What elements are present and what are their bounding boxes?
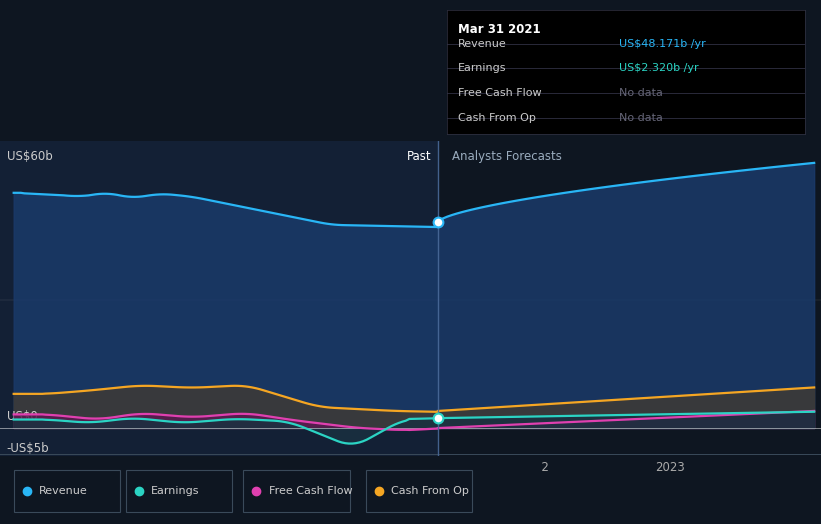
Text: Free Cash Flow: Free Cash Flow [268,486,352,496]
Text: Revenue: Revenue [39,486,88,496]
Text: Mar 31 2021: Mar 31 2021 [458,23,541,36]
Text: Past: Past [406,150,431,163]
Text: No data: No data [619,113,663,123]
Text: -US$5b: -US$5b [7,442,49,455]
Text: US$48.171b /yr: US$48.171b /yr [619,39,705,49]
Text: Revenue: Revenue [458,39,507,49]
Text: No data: No data [619,88,663,98]
Text: US$2.320b /yr: US$2.320b /yr [619,63,699,73]
Text: Analysts Forecasts: Analysts Forecasts [452,150,562,163]
Text: US$60b: US$60b [7,150,53,163]
Bar [0,141,438,456]
Text: Free Cash Flow: Free Cash Flow [458,88,542,98]
Text: Cash From Op: Cash From Op [392,486,470,496]
Text: Cash From Op: Cash From Op [458,113,536,123]
Text: Earnings: Earnings [151,486,200,496]
Text: Earnings: Earnings [458,63,507,73]
Text: US$0: US$0 [7,410,38,423]
